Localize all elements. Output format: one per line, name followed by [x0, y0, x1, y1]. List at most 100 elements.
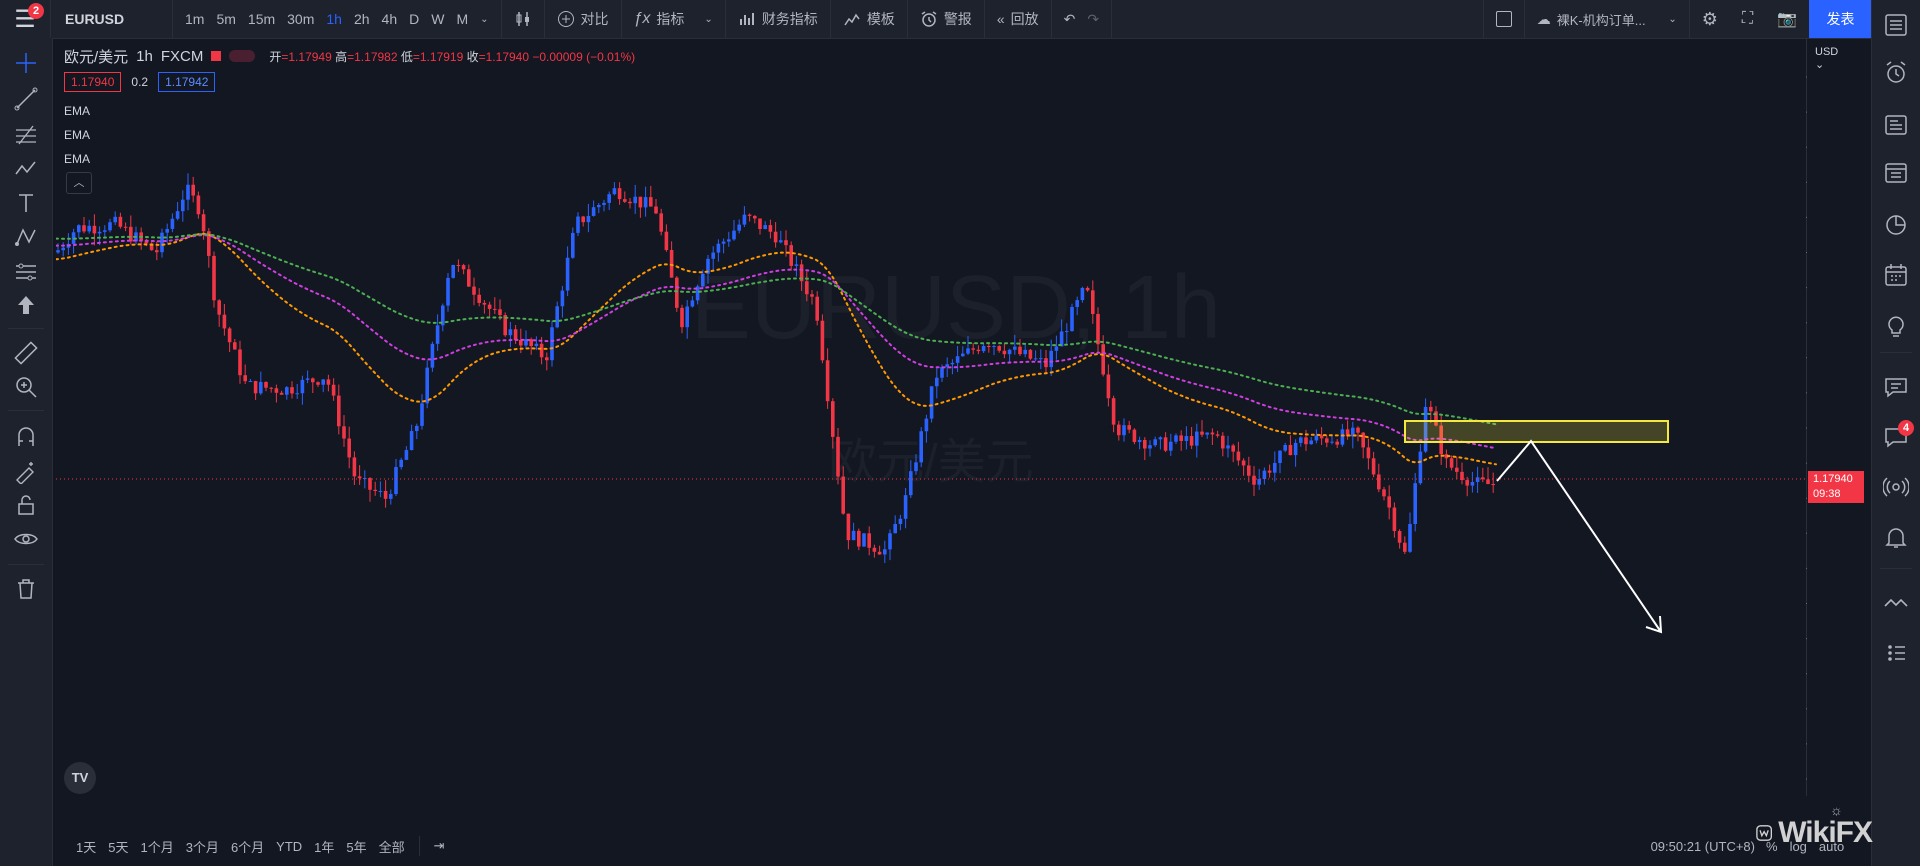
buy-price-button[interactable]: 1.17942 [158, 72, 216, 92]
trading-panel-icon[interactable] [1883, 590, 1909, 616]
candle-body [935, 377, 939, 387]
range-1d[interactable]: 1天 [76, 839, 97, 855]
measure-lines-icon[interactable] [13, 258, 39, 284]
bottom-toolbar: 1天 5天 1个月 3个月 6个月 YTD 1年 5年 全部 ⇥ 09:50:2… [56, 826, 1807, 866]
data-window-icon[interactable] [1883, 160, 1909, 186]
price-chart[interactable]: EURUSD, 1h 欧元/美元 1.191001.190001.189001.… [56, 38, 1807, 796]
interval-m[interactable]: M [456, 11, 469, 27]
candle-body [1059, 331, 1064, 347]
go-to-date-icon[interactable]: ⇥ [433, 838, 445, 853]
ideas-icon[interactable] [1883, 312, 1909, 338]
fullscreen-button[interactable]: ⛶ [1730, 0, 1765, 38]
alarm-clock-icon[interactable] [1883, 60, 1909, 86]
candle-body [508, 329, 513, 336]
news-icon[interactable] [1883, 112, 1909, 138]
interval-w[interactable]: W [431, 11, 445, 27]
interval-1h[interactable]: 1h [326, 11, 342, 27]
arrow-up-icon[interactable] [13, 292, 39, 318]
path-tool-icon[interactable] [13, 224, 39, 250]
lock-icon[interactable] [13, 492, 39, 518]
interval-selector: 1m 5m 15m 30m 1h 2h 4h D W M ⌄ [173, 0, 501, 38]
financials-button[interactable]: 财务指标 [726, 0, 830, 38]
chat-icon[interactable] [1883, 374, 1909, 400]
crosshair-icon[interactable] [13, 50, 39, 76]
lock-drawing-icon[interactable] [13, 458, 39, 484]
chart-type-button[interactable] [502, 0, 544, 38]
tradingview-logo[interactable]: TV [64, 762, 96, 794]
settings-button[interactable]: ⚙ [1690, 0, 1730, 38]
snapshot-button[interactable]: 📷 [1765, 0, 1809, 38]
candle-body [851, 530, 856, 541]
zoom-in-icon[interactable] [13, 374, 39, 400]
layout-selector[interactable]: ☁ 裸K-机构订单... ⌄ [1525, 0, 1689, 38]
more-dots-icon[interactable] [1883, 640, 1909, 666]
range-all[interactable]: 全部 [378, 839, 405, 855]
range-6m[interactable]: 6个月 [230, 839, 265, 855]
compare-button[interactable]: 对比 [545, 0, 621, 38]
interval-5m[interactable]: 5m [216, 11, 236, 27]
interval-1m[interactable]: 1m [185, 11, 205, 27]
calendar-icon[interactable] [1883, 262, 1909, 288]
streams-icon[interactable] [1883, 474, 1909, 500]
auto-scale-toggle[interactable]: auto [1818, 838, 1845, 854]
sell-price-button[interactable]: 1.17940 [64, 72, 122, 92]
interval-15m[interactable]: 15m [247, 11, 276, 27]
range-1y[interactable]: 1年 [314, 839, 335, 855]
layout-toggle-button[interactable] [1484, 0, 1524, 38]
replay-button[interactable]: « 回放 [985, 0, 1051, 38]
replay-label: 回放 [1010, 11, 1039, 27]
candle-body [259, 381, 263, 394]
ema-indicator-label-2[interactable]: EMA [64, 128, 91, 142]
hotlist-icon[interactable] [1883, 212, 1909, 238]
interval-d[interactable]: D [409, 11, 420, 27]
resistance-zone[interactable] [1404, 420, 1669, 443]
timezone-clock[interactable]: 09:50:21 (UTC+8) [1650, 838, 1755, 854]
candle-body [113, 216, 117, 223]
interval-4h[interactable]: 4h [381, 11, 398, 27]
range-1m[interactable]: 1个月 [140, 839, 174, 855]
legend-symbol-name[interactable]: 欧元/美元 [64, 48, 129, 66]
templates-button[interactable]: 模板 [831, 0, 907, 38]
ruler-icon[interactable] [13, 340, 39, 366]
range-ytd[interactable]: YTD [276, 838, 303, 854]
visibility-toggle-icon[interactable] [229, 50, 256, 62]
pattern-tool-icon[interactable] [13, 156, 39, 182]
chevron-down-icon[interactable]: ⌄ [480, 13, 489, 25]
text-tool-icon[interactable] [13, 190, 39, 216]
range-3m[interactable]: 3个月 [185, 839, 219, 855]
candle-body [404, 450, 409, 460]
flag-icon[interactable] [211, 51, 222, 61]
candle-body [248, 381, 253, 383]
collapse-legend-button[interactable]: ︿ [66, 172, 92, 194]
indicators-button[interactable]: ƒx 指标 ⌄ [622, 0, 725, 38]
chart-settings-icon[interactable]: ☼ [1830, 802, 1843, 818]
projection-arrow[interactable] [1496, 439, 1663, 634]
log-scale-toggle[interactable]: log [1789, 838, 1807, 854]
interval-2h[interactable]: 2h [353, 11, 370, 27]
close-value: =1.17940 [478, 49, 530, 64]
currency-selector[interactable]: USD ⌄ [1815, 46, 1839, 71]
publish-button[interactable]: 发表 [1809, 0, 1872, 38]
percent-scale-toggle[interactable]: % [1766, 838, 1778, 854]
ema-indicator-label-3[interactable]: EMA [64, 152, 91, 166]
ema-indicator-label-1[interactable]: EMA [64, 104, 91, 118]
candle-body [441, 305, 445, 326]
range-5d[interactable]: 5天 [108, 839, 129, 855]
alert-button[interactable]: 警报 [908, 0, 984, 38]
price-axis[interactable]: 1.191001.190001.189001.188001.187001.186… [1806, 38, 1807, 796]
undo-button[interactable]: ↶ [1052, 0, 1088, 38]
notifications-icon[interactable] [1883, 524, 1909, 550]
templates-label: 模板 [866, 11, 895, 27]
redo-button[interactable]: ↷ [1087, 0, 1111, 38]
magnet-icon[interactable] [13, 424, 39, 450]
range-5y[interactable]: 5年 [346, 839, 367, 855]
interval-30m[interactable]: 30m [287, 11, 315, 27]
trend-line-icon[interactable] [13, 86, 39, 112]
trash-icon[interactable] [13, 576, 39, 602]
eye-icon[interactable] [13, 526, 39, 552]
symbol-search[interactable]: EURUSD [65, 11, 125, 27]
fib-tool-icon[interactable] [13, 122, 39, 148]
main-menu-button[interactable]: ☰ 2 [0, 0, 50, 38]
watchlist-icon[interactable] [1883, 12, 1909, 38]
candle-body [165, 228, 169, 233]
